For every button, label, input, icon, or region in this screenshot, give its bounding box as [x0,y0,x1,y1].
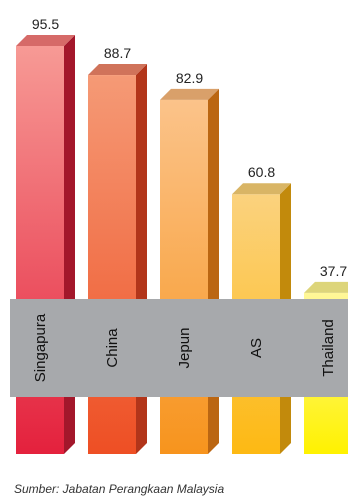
value-label: 82.9 [176,70,203,86]
bar-top-face [160,88,219,100]
bar-front-face [88,75,136,455]
value-label: 88.7 [104,45,131,61]
bar-top-face [16,35,75,46]
category-label-band [10,299,348,397]
bar-side-face [208,88,219,454]
bar-top-face [88,64,147,76]
category-label: Thailand [320,319,337,377]
category-label: Singapura [32,313,49,382]
value-label: 37.7 [320,263,347,279]
source-note: Sumber: Jabatan Perangkaan Malaysia [14,482,225,496]
category-label: Jepun [176,328,193,369]
bar-front-face [160,99,208,454]
value-label: 95.5 [32,16,59,32]
bar-top-face [304,281,348,293]
category-label: AS [248,338,265,358]
bar-jepun [160,88,219,454]
labels-layer: 95.5 Singapura 88.7 China 82.9 Jepun 60.8 AS 37.… [32,16,347,382]
bar-top-face [232,183,291,195]
category-label: China [104,328,121,368]
value-label: 60.8 [248,164,275,180]
